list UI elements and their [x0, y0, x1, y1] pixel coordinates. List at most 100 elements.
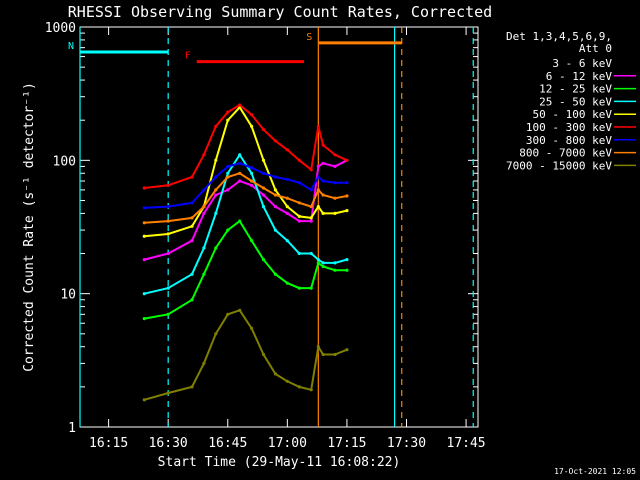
data-point — [166, 312, 170, 316]
data-point — [214, 332, 218, 336]
data-point — [214, 193, 218, 197]
data-point — [142, 251, 146, 256]
data-point — [250, 166, 254, 170]
data-point — [166, 391, 170, 395]
data-point — [190, 224, 194, 228]
interval-annotations: N F S — [68, 32, 402, 64]
data-point — [190, 298, 194, 302]
data-point — [333, 153, 337, 157]
legend-label: 300 - 800 keV — [526, 134, 612, 147]
data-point — [250, 171, 254, 175]
data-point — [261, 171, 266, 175]
data-point — [309, 251, 313, 256]
data-point — [297, 181, 301, 185]
data-point — [238, 161, 242, 165]
data-point — [273, 372, 277, 376]
data-point — [321, 211, 325, 215]
data-point — [142, 292, 146, 296]
legend-header: Att 0 — [579, 42, 612, 55]
data-point — [250, 239, 254, 243]
data-point — [226, 175, 230, 179]
data-point — [285, 379, 289, 383]
data-point — [238, 171, 242, 175]
data-point — [321, 179, 325, 183]
x-tick-label: 17:30 — [387, 436, 426, 451]
data-point — [226, 118, 230, 122]
y-tick-label: 10 — [60, 288, 76, 303]
data-point — [273, 272, 277, 276]
data-point — [321, 164, 325, 168]
data-point — [273, 205, 277, 209]
data-point — [309, 188, 313, 192]
data-point — [238, 179, 242, 183]
data-point — [285, 177, 289, 181]
data-point — [142, 258, 146, 262]
x-tick-label: 17:15 — [327, 436, 366, 451]
data-point — [202, 205, 206, 209]
data-point — [142, 317, 146, 321]
data-point — [285, 239, 289, 243]
y-tick-label: 1000 — [45, 21, 76, 36]
data-point — [316, 124, 320, 128]
y-tick-label: 100 — [53, 154, 76, 169]
data-point — [250, 326, 254, 330]
data-point — [166, 183, 170, 187]
data-point — [285, 196, 289, 200]
data-point — [214, 124, 218, 128]
data-point — [273, 193, 277, 197]
data-point — [261, 179, 266, 183]
data-point — [261, 205, 266, 209]
data-point — [333, 164, 337, 168]
data-point — [309, 205, 313, 209]
data-point — [190, 385, 194, 389]
legend-label: 50 - 100 keV — [533, 108, 613, 121]
data-point — [321, 261, 325, 265]
data-point — [309, 388, 313, 392]
legend-label: 25 - 50 keV — [539, 95, 612, 108]
data-point — [190, 216, 194, 220]
data-point — [273, 188, 277, 192]
data-point — [333, 352, 337, 357]
data-point — [309, 216, 313, 220]
data-point — [285, 211, 289, 215]
data-point — [166, 205, 170, 209]
data-point — [309, 168, 313, 172]
data-point — [285, 205, 289, 209]
data-point — [297, 286, 301, 290]
data-point — [273, 175, 277, 179]
data-point — [321, 264, 325, 269]
data-point — [214, 211, 218, 215]
data-point — [166, 219, 170, 223]
data-point — [297, 385, 301, 389]
data-point — [321, 143, 325, 147]
data-point — [202, 153, 206, 157]
legend-label: 7000 - 15000 keV — [506, 159, 612, 172]
data-point — [166, 232, 170, 236]
data-point — [202, 211, 206, 215]
data-point — [285, 198, 289, 203]
data-point — [297, 251, 301, 256]
data-point — [238, 168, 242, 172]
data-point — [321, 193, 325, 197]
legend-label: 100 - 300 keV — [526, 121, 612, 134]
data-point — [202, 272, 206, 276]
data-point — [238, 308, 242, 312]
data-point — [333, 261, 337, 265]
legend-label: 6 - 12 keV — [546, 70, 613, 83]
data-point — [345, 268, 349, 272]
data-point — [316, 175, 320, 179]
interval-label: F — [185, 51, 191, 62]
interval-label: N — [68, 41, 74, 52]
legend-label: 800 - 7000 keV — [519, 147, 612, 160]
x-axis-label: Start Time (29-May-11 16:08:22) — [158, 455, 401, 470]
data-point — [345, 209, 349, 213]
legend-label: 3 - 6 keV — [552, 57, 612, 70]
y-tick-label: 1 — [68, 421, 76, 436]
data-point — [333, 211, 337, 215]
data-point — [142, 206, 146, 210]
data-point — [261, 352, 266, 357]
data-point — [345, 161, 349, 165]
data-point — [166, 251, 170, 256]
